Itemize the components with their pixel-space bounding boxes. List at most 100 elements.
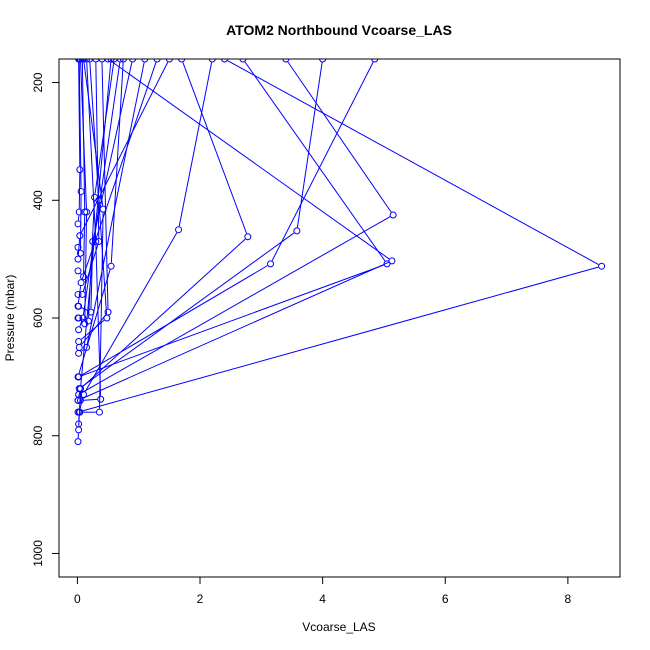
series-line-segment <box>83 398 98 401</box>
data-point <box>383 260 391 268</box>
y-tick-label: 1000 <box>31 540 45 567</box>
data-point <box>74 302 82 310</box>
data-point <box>76 232 84 240</box>
data-point <box>107 59 115 63</box>
series-17 <box>74 59 89 281</box>
series-line-segment <box>78 173 81 209</box>
data-point <box>98 59 106 63</box>
series-line-segment <box>81 62 157 280</box>
data-point <box>74 396 82 404</box>
data-point <box>153 59 161 63</box>
series-line-segment <box>227 60 599 265</box>
series-line-segment <box>89 62 100 197</box>
data-point <box>388 257 396 265</box>
data-point <box>95 408 103 416</box>
data-point <box>97 395 105 403</box>
series-22 <box>75 59 149 357</box>
data-point <box>76 396 84 404</box>
series-line-segment <box>296 62 323 228</box>
series-line-segment <box>81 314 107 346</box>
data-point <box>119 59 127 63</box>
series-line-segment <box>80 61 169 233</box>
y-tick-label: 400 <box>31 190 45 210</box>
data-point <box>89 237 97 245</box>
series-line-segment <box>81 318 86 321</box>
data-point <box>77 187 85 195</box>
series-21 <box>74 59 84 228</box>
series-line-segment <box>98 203 108 315</box>
series-line-segment <box>77 239 81 256</box>
y-tick-label: 800 <box>31 425 45 445</box>
data-point <box>80 273 88 281</box>
series-line-segment <box>244 61 386 262</box>
series-line-segment <box>83 62 104 206</box>
series-line-segment <box>81 62 86 209</box>
series-line-segment <box>77 286 82 303</box>
data-point <box>74 267 82 275</box>
series-line-segment <box>81 349 85 352</box>
data-point <box>319 59 327 63</box>
series-line-segment <box>81 266 599 412</box>
data-point <box>74 255 82 263</box>
data-point <box>75 349 83 357</box>
data-point <box>83 59 91 63</box>
data-point <box>208 59 216 63</box>
data-point <box>110 59 118 63</box>
x-tick-label: 6 <box>442 592 449 606</box>
data-point <box>178 59 186 63</box>
data-point <box>78 59 86 63</box>
data-point <box>267 260 275 268</box>
data-point <box>77 279 85 287</box>
data-point <box>75 343 83 351</box>
x-tick-label: 8 <box>565 592 572 606</box>
series-line-segment <box>81 261 389 400</box>
data-point <box>79 314 87 322</box>
data-point <box>91 193 99 201</box>
data-point <box>221 59 229 63</box>
series-7 <box>74 59 396 404</box>
y-tick-label: 200 <box>31 72 45 92</box>
data-point <box>76 166 84 174</box>
series-line-segment <box>110 60 390 260</box>
series-line-segment <box>99 212 104 409</box>
data-point <box>107 262 115 270</box>
data-point <box>239 59 247 63</box>
data-point <box>75 326 83 334</box>
series-line-segment <box>81 265 268 376</box>
data-point <box>86 59 94 63</box>
series-line-segment <box>81 264 384 377</box>
series-4 <box>75 59 327 393</box>
series-line-segment <box>77 215 80 221</box>
data-point <box>293 227 301 235</box>
data-point <box>75 338 83 346</box>
series-23 <box>74 59 161 310</box>
y-axis-label: Pressure (mbar) <box>3 275 17 362</box>
data-point <box>371 59 379 63</box>
series-line-segment <box>78 391 81 398</box>
data-point <box>389 211 397 219</box>
data-point <box>282 59 290 63</box>
chart-title: ATOM2 Northbound Vcoarse_LAS <box>226 22 452 38</box>
series-line-segment <box>94 62 115 194</box>
series-line-segment <box>84 232 178 392</box>
series-line-segment <box>271 61 374 261</box>
series-line-segment <box>287 61 392 213</box>
series-line-segment <box>83 215 86 274</box>
data-point <box>74 314 82 322</box>
data-point <box>74 373 82 381</box>
x-tick-label: 4 <box>319 592 326 606</box>
data-point <box>141 59 149 63</box>
y-tick-label: 600 <box>31 308 45 328</box>
data-point <box>74 220 82 228</box>
data-point <box>104 59 112 63</box>
data-point <box>75 59 83 63</box>
data-point <box>75 420 83 428</box>
x-tick-label: 2 <box>197 592 204 606</box>
x-tick-label: 0 <box>74 592 81 606</box>
data-point <box>83 343 91 351</box>
series-line-segment <box>82 238 246 387</box>
series-line-segment <box>92 62 133 239</box>
series-25 <box>75 59 124 334</box>
series-line-segment <box>80 319 105 340</box>
